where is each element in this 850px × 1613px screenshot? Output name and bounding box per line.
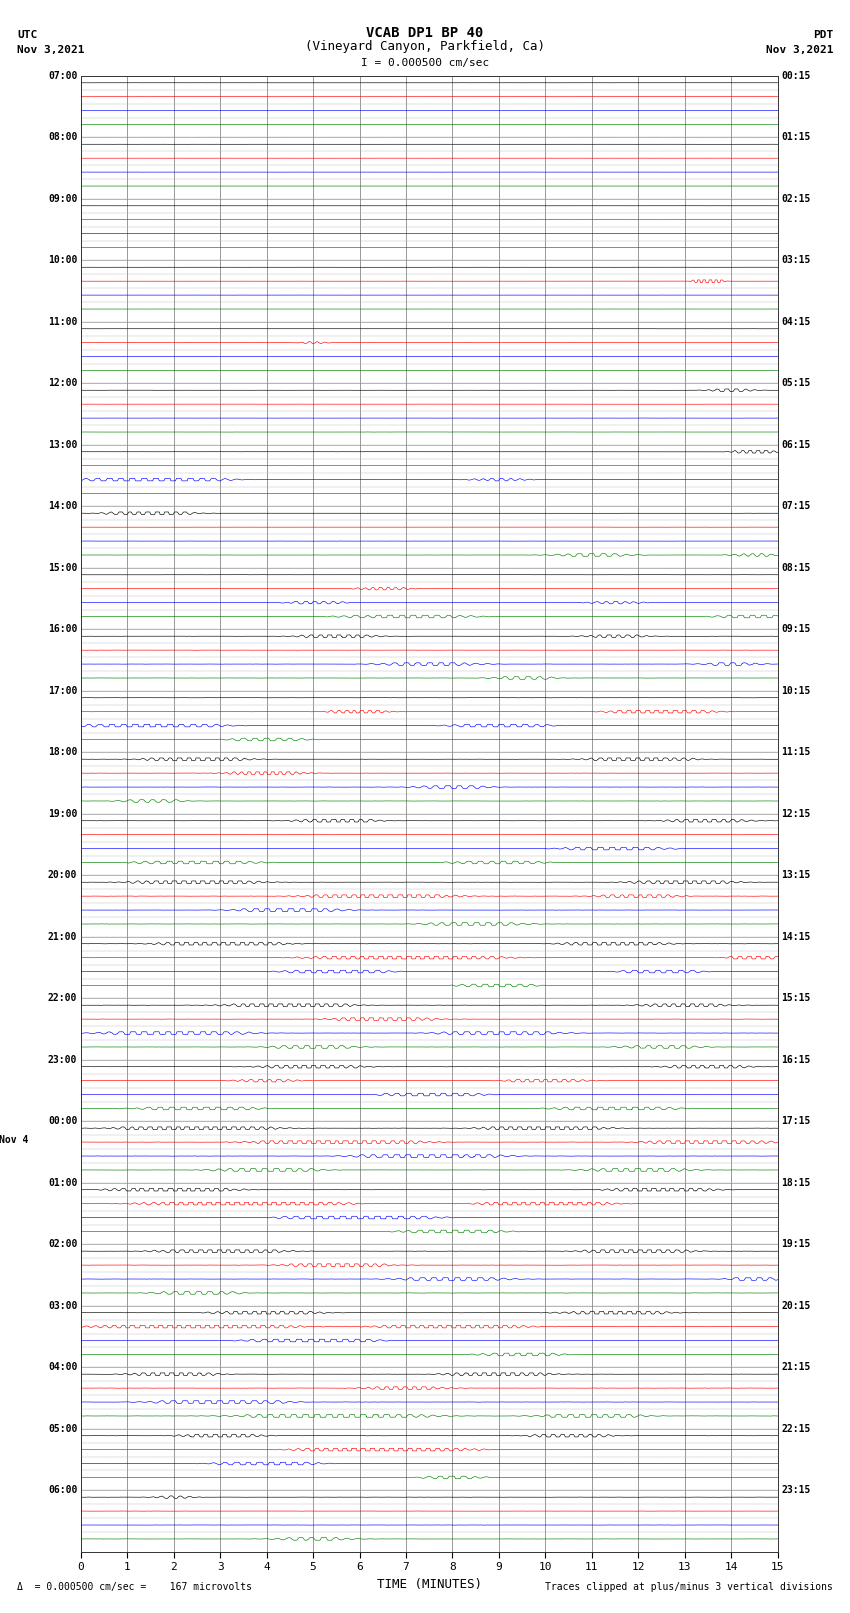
Text: 05:15: 05:15 [781, 379, 811, 389]
Text: PDT: PDT [813, 31, 833, 40]
Text: 22:00: 22:00 [48, 994, 77, 1003]
Text: 02:15: 02:15 [781, 194, 811, 203]
Text: 09:15: 09:15 [781, 624, 811, 634]
Text: 03:00: 03:00 [48, 1300, 77, 1311]
Text: 09:00: 09:00 [48, 194, 77, 203]
Text: 04:15: 04:15 [781, 316, 811, 327]
Text: 04:00: 04:00 [48, 1363, 77, 1373]
Text: 15:00: 15:00 [48, 563, 77, 573]
Text: 20:15: 20:15 [781, 1300, 811, 1311]
Text: 21:15: 21:15 [781, 1363, 811, 1373]
Text: 18:00: 18:00 [48, 747, 77, 756]
Text: 06:15: 06:15 [781, 440, 811, 450]
Text: (Vineyard Canyon, Parkfield, Ca): (Vineyard Canyon, Parkfield, Ca) [305, 40, 545, 53]
Text: 07:15: 07:15 [781, 502, 811, 511]
Text: 23:15: 23:15 [781, 1486, 811, 1495]
Text: 17:15: 17:15 [781, 1116, 811, 1126]
Text: 02:00: 02:00 [48, 1239, 77, 1248]
Text: 16:15: 16:15 [781, 1055, 811, 1065]
Text: 03:15: 03:15 [781, 255, 811, 265]
Text: 08:15: 08:15 [781, 563, 811, 573]
Text: 00:00: 00:00 [48, 1116, 77, 1126]
Text: 11:15: 11:15 [781, 747, 811, 756]
Text: Nov 3,2021: Nov 3,2021 [766, 45, 833, 55]
Text: 11:00: 11:00 [48, 316, 77, 327]
Text: 19:00: 19:00 [48, 808, 77, 819]
Text: 00:15: 00:15 [781, 71, 811, 81]
Text: Nov 3,2021: Nov 3,2021 [17, 45, 84, 55]
Text: I = 0.000500 cm/sec: I = 0.000500 cm/sec [361, 58, 489, 68]
Text: Δ  = 0.000500 cm/sec =    167 microvolts: Δ = 0.000500 cm/sec = 167 microvolts [17, 1582, 252, 1592]
Text: 10:15: 10:15 [781, 686, 811, 695]
Text: 22:15: 22:15 [781, 1424, 811, 1434]
Text: 20:00: 20:00 [48, 871, 77, 881]
Text: 14:15: 14:15 [781, 932, 811, 942]
Text: 15:15: 15:15 [781, 994, 811, 1003]
Text: 05:00: 05:00 [48, 1424, 77, 1434]
Text: 19:15: 19:15 [781, 1239, 811, 1248]
Text: UTC: UTC [17, 31, 37, 40]
Text: 06:00: 06:00 [48, 1486, 77, 1495]
Text: 07:00: 07:00 [48, 71, 77, 81]
Text: 23:00: 23:00 [48, 1055, 77, 1065]
Text: 01:15: 01:15 [781, 132, 811, 142]
Text: Nov 4: Nov 4 [0, 1134, 29, 1145]
Text: 18:15: 18:15 [781, 1177, 811, 1187]
Text: 14:00: 14:00 [48, 502, 77, 511]
Text: 12:00: 12:00 [48, 379, 77, 389]
Text: 10:00: 10:00 [48, 255, 77, 265]
Text: 13:15: 13:15 [781, 871, 811, 881]
Text: VCAB DP1 BP 40: VCAB DP1 BP 40 [366, 26, 484, 39]
X-axis label: TIME (MINUTES): TIME (MINUTES) [377, 1578, 482, 1590]
Text: 13:00: 13:00 [48, 440, 77, 450]
Text: 01:00: 01:00 [48, 1177, 77, 1187]
Text: 17:00: 17:00 [48, 686, 77, 695]
Text: 12:15: 12:15 [781, 808, 811, 819]
Text: 21:00: 21:00 [48, 932, 77, 942]
Text: Traces clipped at plus/minus 3 vertical divisions: Traces clipped at plus/minus 3 vertical … [545, 1582, 833, 1592]
Text: 08:00: 08:00 [48, 132, 77, 142]
Text: 16:00: 16:00 [48, 624, 77, 634]
